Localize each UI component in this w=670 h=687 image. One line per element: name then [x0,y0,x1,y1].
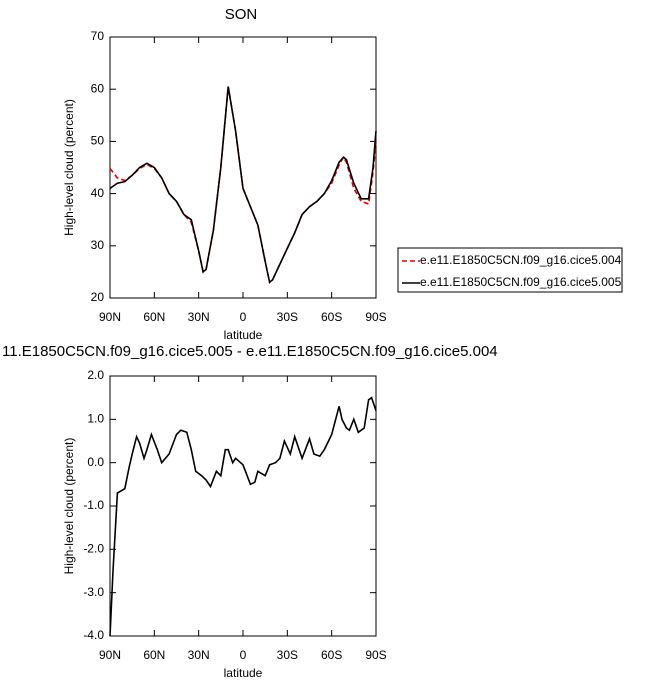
y-axis-label: High-level cloud (percent) [62,99,76,236]
y-tick-label: -2.0 [83,542,104,556]
x-tick-label: 60S [321,648,342,662]
data-line [109,86,377,284]
x-axis-label: latitude [224,328,263,342]
x-tick-label: 0 [240,648,247,662]
chart-title: 11.E1850C5CN.f09_g16.cice5.005 - e.e11.E… [2,343,498,360]
y-tick-label: 0.0 [87,455,104,469]
y-axis-label: High-level cloud (percent) [62,438,76,575]
y-tick-label: 70 [91,29,105,43]
data-line [109,396,377,637]
y-tick-label: 30 [91,238,105,252]
x-tick-label: 30N [188,310,210,324]
x-axis-label: latitude [224,666,263,680]
y-tick-label: 50 [91,134,105,148]
x-tick-label: 60S [321,310,342,324]
plot-frame [109,36,377,299]
chart-title: SON [225,6,258,23]
x-tick-label: 60N [143,310,165,324]
y-tick-label: 60 [91,81,105,95]
x-tick-label: 90S [365,310,386,324]
y-tick-label: 40 [91,186,105,200]
legend-label: e.e11.E1850C5CN.f09_g16.cice5.005 [420,275,622,289]
x-tick-label: 60N [143,648,165,662]
x-tick-label: 90N [99,310,121,324]
y-tick-label: 1.0 [87,412,104,426]
y-tick-label: -4.0 [83,628,104,642]
y-tick-label: -1.0 [83,498,104,512]
x-tick-label: 90N [99,648,121,662]
y-tick-label: -3.0 [83,585,104,599]
legend-label: e.e11.E1850C5CN.f09_g16.cice5.004 [420,253,622,267]
x-tick-label: 30S [277,648,298,662]
x-tick-label: 30N [188,648,210,662]
y-tick-label: 20 [91,290,105,304]
x-tick-label: 0 [240,310,247,324]
y-tick-label: 2.0 [87,368,104,382]
x-tick-label: 90S [365,648,386,662]
legend-box [397,247,623,293]
x-tick-label: 30S [277,310,298,324]
